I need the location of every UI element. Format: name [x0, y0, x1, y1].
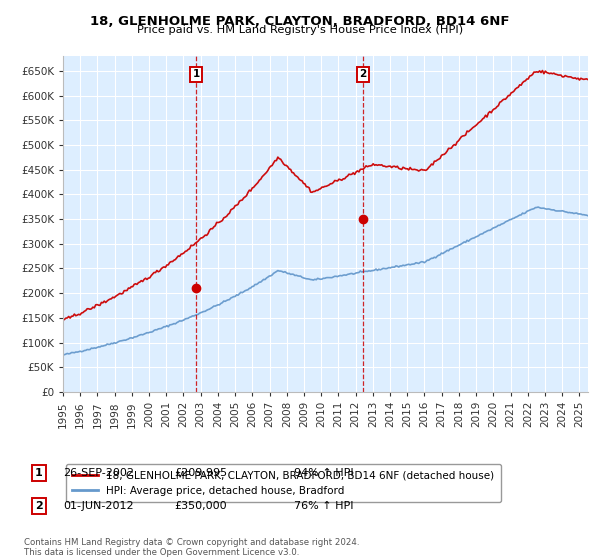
Text: £209,995: £209,995: [174, 468, 227, 478]
Text: 2: 2: [35, 501, 43, 511]
Text: 01-JUN-2012: 01-JUN-2012: [63, 501, 134, 511]
Text: 94% ↑ HPI: 94% ↑ HPI: [294, 468, 353, 478]
Text: 26-SEP-2002: 26-SEP-2002: [63, 468, 134, 478]
Text: Price paid vs. HM Land Registry's House Price Index (HPI): Price paid vs. HM Land Registry's House …: [137, 25, 463, 35]
Text: 76% ↑ HPI: 76% ↑ HPI: [294, 501, 353, 511]
Text: 2: 2: [359, 69, 367, 80]
Text: 1: 1: [35, 468, 43, 478]
Text: Contains HM Land Registry data © Crown copyright and database right 2024.
This d: Contains HM Land Registry data © Crown c…: [24, 538, 359, 557]
Text: £350,000: £350,000: [174, 501, 227, 511]
Text: 1: 1: [193, 69, 200, 80]
Legend: 18, GLENHOLME PARK, CLAYTON, BRADFORD, BD14 6NF (detached house), HPI: Average p: 18, GLENHOLME PARK, CLAYTON, BRADFORD, B…: [65, 464, 500, 502]
Text: 18, GLENHOLME PARK, CLAYTON, BRADFORD, BD14 6NF: 18, GLENHOLME PARK, CLAYTON, BRADFORD, B…: [90, 15, 510, 28]
